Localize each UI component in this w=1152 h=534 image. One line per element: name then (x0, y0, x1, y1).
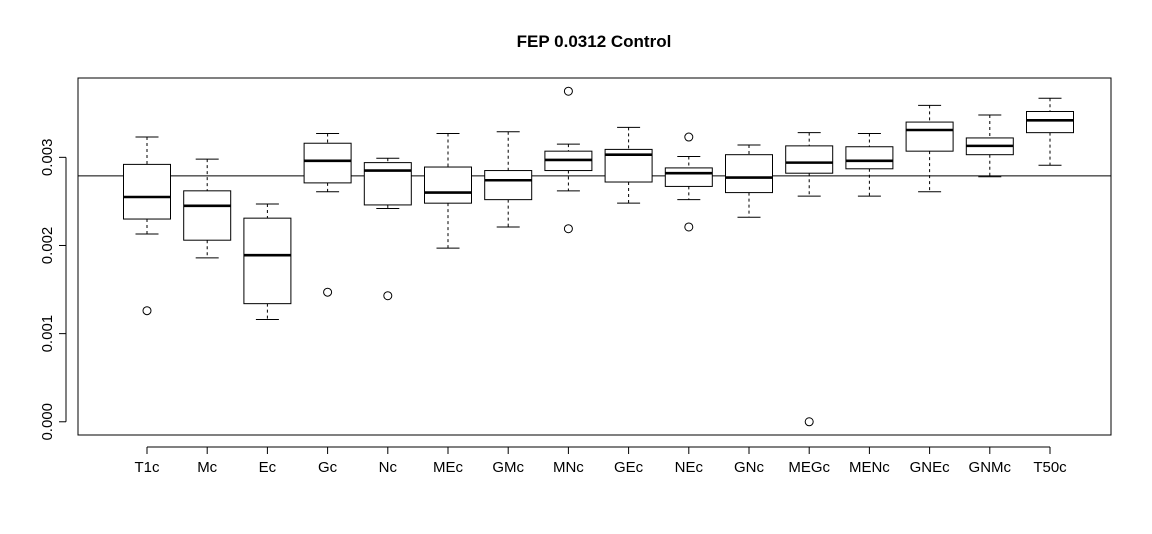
box-ec (243, 203, 292, 321)
box-nec (664, 132, 713, 232)
box-gnc (725, 144, 773, 218)
x-tick-label: MNc (553, 459, 584, 476)
x-tick-label: NEc (675, 459, 704, 476)
x-tick-label: MEc (433, 459, 464, 476)
iqr-box (424, 166, 472, 204)
y-tick-label: 0.000 (39, 403, 56, 441)
outlier-point (804, 417, 814, 427)
y-tick-label: 0.002 (39, 227, 56, 265)
box-gnec (905, 104, 954, 193)
iqr-box (484, 170, 533, 201)
iqr-box (905, 121, 954, 152)
box-t1c (123, 136, 171, 316)
x-tick-label: MEGc (788, 459, 830, 476)
box-gnmc (965, 114, 1014, 178)
box-mnc (544, 86, 593, 234)
outlier-point (563, 224, 573, 234)
iqr-box (303, 142, 352, 184)
x-tick-label: GMc (492, 459, 524, 476)
iqr-box (183, 190, 232, 241)
x-tick-label: Mc (197, 459, 217, 476)
x-tick-label: T50c (1033, 459, 1067, 476)
y-tick-label: 0.003 (39, 139, 56, 177)
x-axis: T1c Mc Ec Gc Nc MEc GMc MNc GEc NEc GNc MEGc MENc GNE… (134, 446, 1067, 476)
x-tick-label: Ec (259, 459, 277, 476)
box-mec (424, 133, 472, 249)
y-tick-label: 0.001 (39, 315, 56, 353)
outlier-point (383, 291, 393, 301)
iqr-box (785, 145, 834, 174)
x-tick-label: GNc (734, 459, 765, 476)
x-tick-label: GNEc (910, 459, 951, 476)
iqr-box (664, 167, 713, 187)
x-tick-label: Nc (379, 459, 398, 476)
iqr-box (1026, 110, 1074, 134)
x-tick-label: GEc (614, 459, 644, 476)
outlier-point (684, 222, 694, 232)
iqr-box (363, 162, 412, 206)
box-mc (183, 158, 232, 259)
chart-title: FEP 0.0312 Control (517, 32, 672, 51)
iqr-box (725, 154, 773, 194)
x-tick-label: GNMc (969, 459, 1012, 476)
box-gc (303, 133, 352, 297)
iqr-box (845, 146, 894, 170)
box-megc (785, 132, 834, 427)
outlier-point (323, 287, 333, 297)
boxes-layer (123, 86, 1074, 427)
iqr-box (123, 163, 171, 220)
outlier-point (563, 86, 573, 96)
x-tick-label: MENc (849, 459, 890, 476)
y-axis: 0.000 0.001 0.002 0.003 (39, 139, 67, 441)
box-gmc (484, 131, 533, 228)
x-tick-label: Gc (318, 459, 338, 476)
box-menc (845, 133, 894, 197)
box-nc (363, 157, 412, 301)
box-gec (604, 126, 653, 204)
plot-frame (77, 77, 1112, 436)
outlier-point (684, 132, 694, 142)
iqr-box (243, 217, 292, 305)
box-t50c (1026, 97, 1074, 166)
outlier-point (142, 306, 152, 316)
x-tick-label: T1c (134, 459, 160, 476)
